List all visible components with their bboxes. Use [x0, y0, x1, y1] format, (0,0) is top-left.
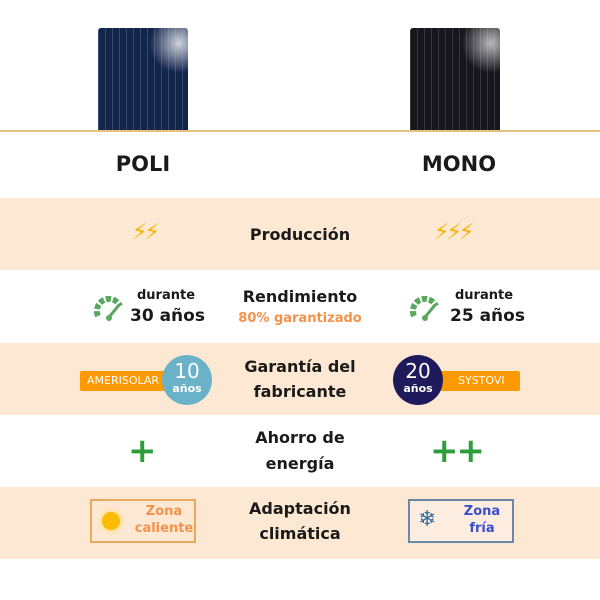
brand-tag: SYSTOVI [430, 371, 520, 391]
row-label: Rendimiento [242, 287, 358, 306]
row-label-line1: Adaptación [249, 499, 351, 518]
gauge-icon [410, 296, 439, 321]
warranty-unit: años [172, 382, 202, 395]
bolt-icon-3x: ⚡⚡⚡ [434, 220, 474, 245]
warranty-unit: años [403, 382, 433, 395]
double-plus-icon: ++ [430, 431, 485, 471]
snowflake-icon: ❄ [418, 507, 437, 532]
zone-line1: Zona [463, 504, 501, 519]
bolt-icon-2x: ⚡⚡ [132, 220, 160, 245]
zone-line2: caliente [134, 521, 194, 536]
row-label-line2: fabricante [253, 382, 347, 401]
zone-line1: Zona [145, 504, 183, 519]
brand-tag: AMERISOLAR [80, 371, 170, 391]
row-label-line1: Ahorro de [255, 428, 345, 447]
warranty-years: 20 [405, 359, 431, 383]
mono-panel-image [410, 28, 500, 130]
row-sublabel: 80% garantizado [238, 311, 362, 326]
duration-prefix: durante [455, 288, 514, 303]
duration-value: 30 años [130, 306, 205, 326]
row-ahorro: + Ahorro de energía ++ [0, 415, 600, 487]
row-garantia: AMERISOLAR 10 años Garantía del fabrican… [0, 343, 600, 415]
warranty-badge: 20 años [393, 355, 443, 405]
warranty-years: 10 [174, 359, 200, 383]
column-header-mono: MONO [421, 152, 497, 176]
zone-line2: fría [469, 521, 495, 536]
hot-zone-badge: Zona caliente [90, 499, 196, 543]
column-header-poli: POLI [115, 152, 171, 176]
row-adaptacion: Zona caliente Adaptación climática ❄ Zon… [0, 487, 600, 559]
row-label-line2: energía [265, 454, 335, 473]
gauge-icon [94, 296, 123, 321]
plus-icon: + [128, 431, 157, 471]
poli-panel-image [98, 28, 188, 130]
divider [0, 130, 600, 132]
row-label-line2: climática [259, 524, 341, 543]
warranty-badge: 10 años [162, 355, 212, 405]
row-rendimiento: durante 30 años Rendimiento 80% garantiz… [0, 270, 600, 342]
row-label-line1: Garantía del [244, 357, 356, 376]
duration-value: 25 años [450, 306, 525, 326]
row-label: Producción [249, 225, 351, 244]
duration-prefix: durante [137, 288, 196, 303]
sun-icon [102, 512, 120, 530]
cold-zone-badge: ❄ Zona fría [408, 499, 514, 543]
row-produccion: ⚡⚡ Producción ⚡⚡⚡ [0, 198, 600, 270]
